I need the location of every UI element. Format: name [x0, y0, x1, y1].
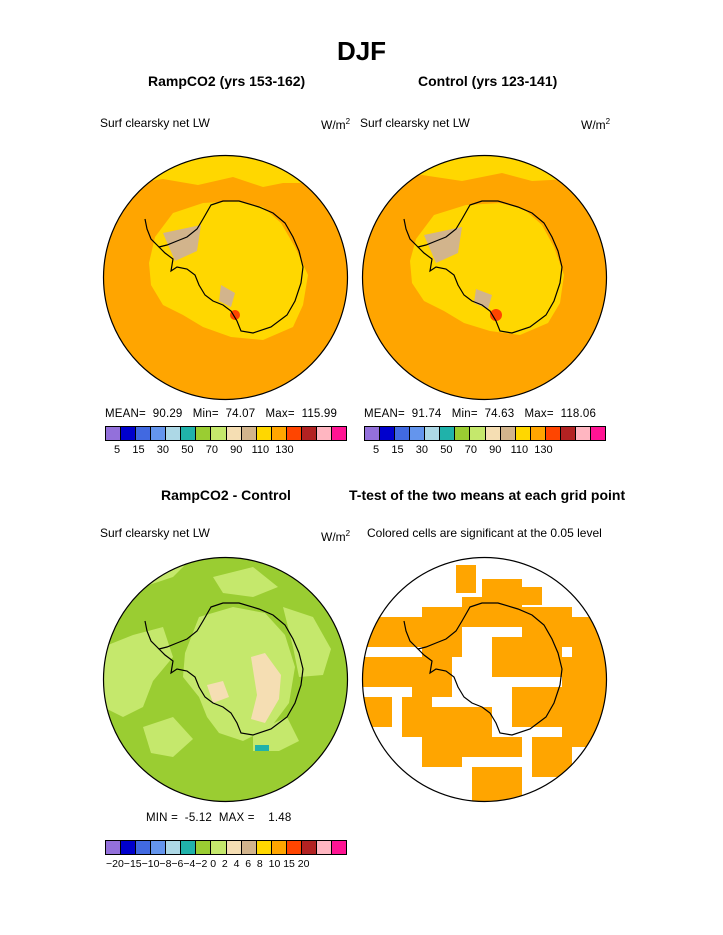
panel4-polar-map [361, 556, 608, 803]
panel1-units: W/m2 [321, 117, 351, 132]
colorbar-swatch [455, 427, 471, 440]
colorbar-swatch [226, 427, 242, 440]
colorbar-swatch [286, 427, 302, 440]
panel1-colorbar-ticks: 5 15 30 50 70 90 110 130 [114, 444, 294, 456]
colorbar-swatch [301, 841, 317, 854]
colorbar-swatch [151, 427, 167, 440]
panel3-units: W/m2 [321, 529, 351, 544]
panel2-colorbar-ticks: 5 15 30 50 70 90 110 130 [373, 444, 553, 456]
colorbar-swatch [301, 427, 317, 440]
colorbar-swatch [121, 841, 137, 854]
map-light-green-patch [213, 567, 278, 597]
panel1-title: RampCO2 (yrs 153-162) [148, 73, 306, 89]
panel3-title: RampCO2 - Control [161, 487, 291, 503]
antarctica-coastline [157, 200, 304, 334]
panel2-units: W/m2 [581, 117, 611, 132]
panel2-variable-label: Surf clearsky net LW [360, 116, 470, 130]
panel1-stats: MEAN= 90.29 Min= 74.07 Max= 115.99 [105, 408, 338, 420]
panel2-title: Control (yrs 123-141) [418, 73, 558, 89]
colorbar-swatch [136, 841, 152, 854]
map-outline [361, 154, 608, 401]
map-red-patch [490, 309, 502, 321]
colorbar-swatch [395, 427, 411, 440]
colorbar-swatch [226, 841, 242, 854]
antarctica-coastline [416, 200, 563, 334]
panel4-note: Colored cells are significant at the 0.0… [367, 526, 602, 540]
map-teal-patch [255, 745, 269, 751]
panel3-colorbar-ticks: −20−15−10−8−6−4−2 0 2 4 6 8 10 15 20 [106, 858, 310, 870]
antarctica-coastline [416, 602, 563, 736]
colorbar-swatch [181, 427, 197, 440]
colorbar-swatch [121, 427, 137, 440]
colorbar-swatch [545, 427, 561, 440]
colorbar-swatch [151, 841, 167, 854]
colorbar-swatch [316, 841, 332, 854]
colorbar-swatch [316, 427, 332, 440]
colorbar-swatch [256, 841, 272, 854]
map-wheat-patch [251, 653, 281, 723]
map-light-green-patch [253, 717, 299, 751]
colorbar-swatch [560, 427, 576, 440]
colorbar-swatch [196, 841, 212, 854]
colorbar-swatch [211, 841, 227, 854]
colorbar-swatch [106, 841, 122, 854]
panel3-stats: MIN = -5.12 MAX = 1.48 [146, 812, 292, 824]
colorbar-swatch [211, 427, 227, 440]
colorbar-swatch [136, 427, 152, 440]
map-outline [102, 556, 349, 803]
colorbar-swatch [470, 427, 486, 440]
colorbar-swatch [166, 427, 182, 440]
panel1-polar-map [102, 154, 349, 401]
colorbar-swatch [515, 427, 531, 440]
colorbar-swatch [286, 841, 302, 854]
antarctic-peninsula [144, 620, 160, 650]
map-light-green-patch [103, 627, 173, 717]
colorbar-swatch [181, 841, 197, 854]
antarctic-peninsula [144, 218, 160, 248]
colorbar-swatch [440, 427, 456, 440]
antarctic-peninsula [403, 620, 419, 650]
antarctic-peninsula [403, 218, 419, 248]
colorbar-swatch [256, 427, 272, 440]
colorbar-swatch [410, 427, 426, 440]
colorbar-swatch [106, 427, 122, 440]
colorbar-swatch [196, 427, 212, 440]
map-outline [102, 154, 349, 401]
panel2-stats: MEAN= 91.74 Min= 74.63 Max= 118.06 [364, 408, 597, 420]
colorbar-swatch [241, 427, 257, 440]
colorbar-swatch [365, 427, 381, 440]
map-light-green-patch [143, 717, 193, 757]
colorbar-swatch [485, 427, 501, 440]
panel3-variable-label: Surf clearsky net LW [100, 526, 210, 540]
colorbar-swatch [331, 427, 346, 440]
colorbar-swatch [500, 427, 516, 440]
panel2-polar-map [361, 154, 608, 401]
map-light-green-patch [283, 607, 331, 677]
panel2-colorbar [364, 426, 606, 441]
panel3-colorbar [105, 840, 347, 855]
map-tan-patch [424, 227, 462, 263]
colorbar-swatch [271, 427, 287, 440]
panel4-title: T-test of the two means at each grid poi… [349, 487, 626, 503]
colorbar-swatch [590, 427, 605, 440]
colorbar-swatch [331, 841, 346, 854]
colorbar-swatch [575, 427, 591, 440]
panel1-variable-label: Surf clearsky net LW [100, 116, 210, 130]
colorbar-swatch [271, 841, 287, 854]
colorbar-swatch [241, 841, 257, 854]
panel3-polar-map [102, 556, 349, 803]
colorbar-swatch [166, 841, 182, 854]
map-tan-patch-2 [219, 285, 235, 307]
map-wheat-patch [207, 681, 229, 703]
antarctica-coastline [157, 602, 304, 736]
page-title: DJF [336, 36, 387, 66]
map-outline [361, 556, 608, 803]
colorbar-swatch [380, 427, 396, 440]
colorbar-swatch [530, 427, 546, 440]
colorbar-swatch [425, 427, 441, 440]
panel1-colorbar [105, 426, 347, 441]
